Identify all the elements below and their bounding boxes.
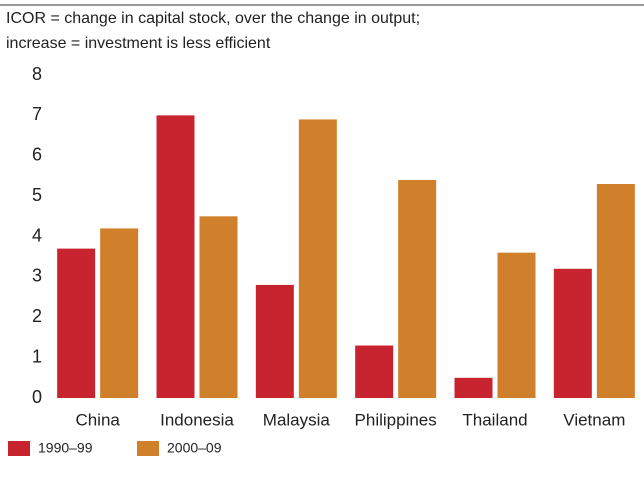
y-tick-label: 3 (32, 266, 42, 286)
bar (100, 228, 139, 398)
bar (199, 216, 238, 398)
y-tick-label: 0 (32, 387, 42, 407)
y-tick-label: 1 (32, 346, 42, 366)
y-tick-label: 6 (32, 145, 42, 165)
x-tick-label: China (75, 410, 120, 429)
bar (298, 119, 337, 398)
bar (497, 252, 536, 398)
y-tick-label: 7 (32, 104, 42, 124)
y-tick-label: 5 (32, 185, 42, 205)
x-tick-label: Indonesia (160, 410, 234, 429)
bar (355, 345, 394, 398)
bar (398, 179, 437, 398)
legend-label: 1990–99 (38, 440, 93, 456)
x-tick-label: Thailand (462, 410, 527, 429)
bar (57, 248, 96, 398)
bar (156, 115, 195, 398)
y-tick-label: 4 (32, 225, 42, 245)
y-tick-label: 8 (32, 64, 42, 84)
x-tick-label: Malaysia (263, 410, 331, 429)
bar (255, 284, 294, 398)
x-tick-label: Philippines (355, 410, 437, 429)
chart-title: ICOR = change in capital stock, over the… (6, 10, 420, 27)
bar (454, 377, 493, 398)
bar (596, 184, 635, 398)
legend-label: 2000–09 (167, 440, 222, 456)
chart-subtitle: increase = investment is less efficient (6, 35, 271, 52)
bar (553, 268, 592, 398)
y-tick-label: 2 (32, 306, 42, 326)
legend-swatch (8, 441, 30, 456)
x-tick-label: Vietnam (563, 410, 625, 429)
legend-swatch (137, 441, 159, 456)
